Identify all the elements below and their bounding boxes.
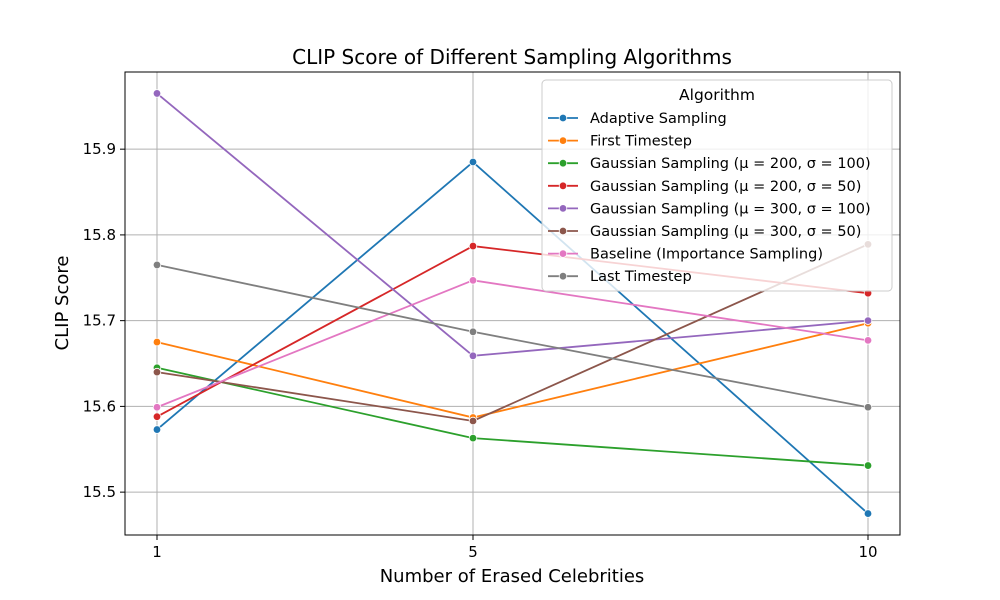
data-point — [863, 509, 873, 518]
legend-entry-label: Gaussian Sampling (μ = 300, σ = 100) — [590, 201, 871, 217]
data-point — [152, 89, 162, 98]
legend-swatch-marker — [558, 204, 568, 213]
legend-entry-label: First Timestep — [590, 134, 692, 150]
legend-swatch-marker — [558, 113, 568, 123]
legend-swatch-marker — [558, 226, 568, 236]
y-tick-label: 15.9 — [83, 140, 116, 158]
legend-entry-label: Last Timestep — [590, 269, 692, 285]
data-point — [152, 260, 162, 270]
data-point — [468, 327, 478, 336]
legend-entry-label: Gaussian Sampling (μ = 300, σ = 50) — [590, 224, 861, 240]
x-tick-label: 1 — [152, 543, 162, 561]
legend-entry-label: Gaussian Sampling (μ = 200, σ = 50) — [590, 179, 861, 195]
series-line — [156, 366, 869, 467]
data-point — [152, 337, 162, 347]
data-point — [468, 241, 478, 251]
y-tick-label: 15.8 — [83, 226, 116, 244]
data-point — [152, 425, 162, 434]
data-point — [863, 336, 873, 345]
legend-title: Algorithm — [679, 86, 755, 104]
x-tick-label: 10 — [858, 543, 877, 561]
data-point — [468, 433, 478, 443]
data-point — [863, 461, 873, 470]
legend-swatch-marker — [558, 272, 568, 281]
legend-box — [541, 79, 893, 292]
legend-entry-label: Gaussian Sampling (μ = 200, σ = 100) — [590, 156, 871, 172]
plot-frame — [124, 71, 901, 536]
legend: Algorithm Adaptive Sampling First Timestep… — [541, 79, 893, 292]
legend-entry-label: Adaptive Sampling — [590, 111, 727, 127]
legend-swatch-marker — [558, 136, 568, 145]
y-tick-label: 15.6 — [83, 397, 116, 415]
data-point — [468, 416, 478, 426]
data-point — [863, 316, 873, 325]
data-point — [152, 403, 162, 412]
data-point — [863, 403, 873, 412]
data-point — [468, 351, 478, 361]
legend-swatch-marker — [558, 249, 568, 258]
legend-swatch-marker — [558, 158, 568, 168]
data-point — [468, 276, 478, 285]
y-axis-label: CLIP Score — [52, 256, 73, 351]
legend-swatch-marker — [558, 181, 568, 190]
ticks: 1 5 10 15.5 15.6 15.7 15.8 15.9 — [83, 140, 878, 561]
x-tick-label: 5 — [468, 543, 478, 561]
y-tick-label: 15.7 — [83, 312, 116, 330]
chart-title: CLIP Score of Different Sampling Algorit… — [292, 45, 732, 69]
x-axis-label: Number of Erased Celebrities — [380, 566, 645, 587]
data-point — [152, 367, 162, 377]
data-point — [152, 412, 162, 421]
data-point — [468, 157, 478, 167]
legend-entry-label: Baseline (Importance Sampling) — [590, 247, 823, 263]
y-tick-label: 15.5 — [83, 483, 116, 501]
